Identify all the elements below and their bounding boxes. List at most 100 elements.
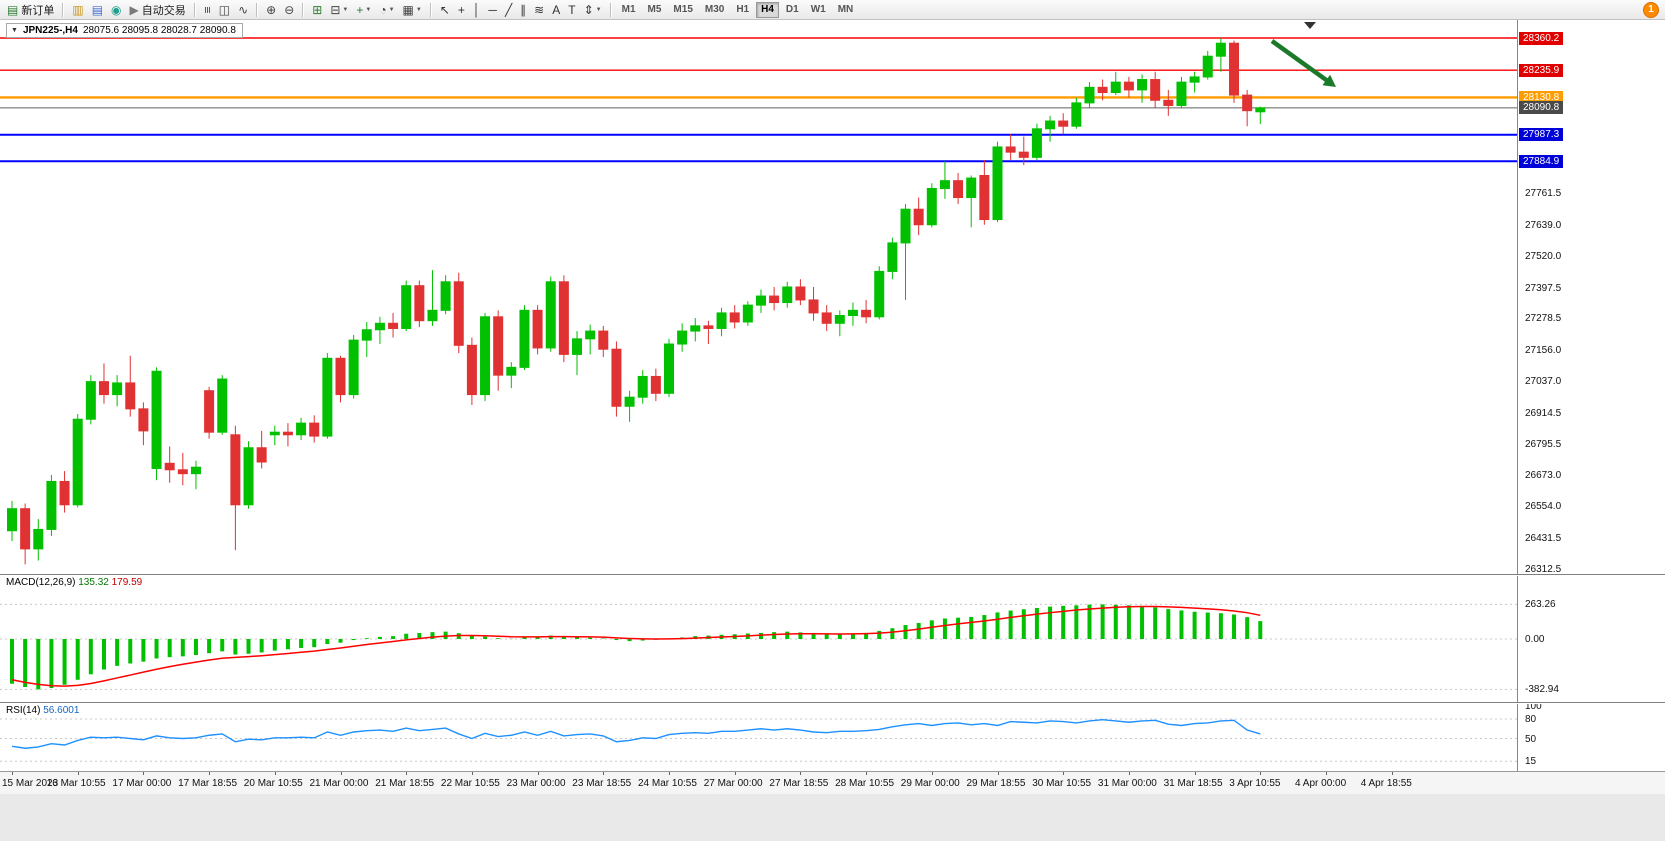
text-button[interactable]: A bbox=[549, 0, 563, 19]
chart-window[interactable]: ▼ JPN225-,H4 28075.6 28095.8 28028.7 280… bbox=[0, 19, 1665, 794]
toolbar-separator bbox=[62, 2, 65, 17]
templates-button[interactable]: ▦ ▼ bbox=[400, 0, 425, 19]
toolbar-separator bbox=[429, 2, 432, 17]
time-tick-label: 4 Apr 18:55 bbox=[1360, 778, 1412, 789]
arrows-dropdown-icon[interactable]: ▼ bbox=[595, 6, 602, 13]
market-watch-icon: ▤ bbox=[91, 2, 104, 17]
tile-windows-icon: ⊞ bbox=[312, 2, 323, 17]
fibonacci-icon: ≋ bbox=[534, 2, 545, 17]
toolbar-separator bbox=[609, 2, 612, 17]
time-tick-mark bbox=[77, 772, 79, 775]
horizontal-line-button[interactable]: ─ bbox=[485, 0, 500, 19]
chart-dropdown-icon[interactable]: ▼ bbox=[11, 27, 18, 34]
cursor-button[interactable]: ↖ bbox=[437, 0, 453, 19]
equidistant-channel-button[interactable]: ∥ bbox=[517, 0, 529, 19]
line-chart-mode-button[interactable]: ∿ bbox=[235, 0, 251, 19]
timeframe-m15-button[interactable]: M15 bbox=[673, 3, 693, 15]
new-order-label: 新订单 bbox=[21, 4, 55, 17]
timeframe-mn-button[interactable]: MN bbox=[837, 3, 854, 15]
profiles-button[interactable]: ▥ bbox=[69, 0, 86, 19]
timeframe-m30-button[interactable]: M30 bbox=[704, 3, 725, 15]
timeframe-w1-button[interactable]: W1 bbox=[810, 3, 826, 15]
time-tick-mark bbox=[866, 772, 868, 775]
macd-main-value: 135.32 bbox=[78, 577, 109, 588]
candlestick-chart-canvas[interactable] bbox=[0, 20, 1517, 771]
tile-windows-button[interactable]: ⊞ bbox=[309, 0, 325, 19]
panel-separator-macd[interactable] bbox=[0, 574, 1665, 576]
time-tick-label: 31 Mar 18:55 bbox=[1163, 778, 1223, 789]
time-tick-mark bbox=[997, 772, 999, 775]
price-tick: 26431.5 bbox=[1525, 533, 1562, 545]
zoom-in-icon: ⊕ bbox=[266, 2, 277, 17]
rsi-scale-tick: 80 bbox=[1525, 714, 1537, 725]
price-tick: 27520.0 bbox=[1525, 250, 1562, 262]
chart-title-box[interactable]: ▼ JPN225-,H4 28075.6 28095.8 28028.7 280… bbox=[6, 23, 243, 38]
new-chart-dropdown-icon[interactable]: ▼ bbox=[342, 6, 349, 13]
time-tick-mark bbox=[800, 772, 802, 775]
price-tick: 26554.0 bbox=[1525, 501, 1562, 513]
zoom-out-icon: ⊖ bbox=[284, 2, 295, 17]
time-tick-label: 29 Mar 00:00 bbox=[900, 778, 960, 789]
price-line-badge: 28130.8 bbox=[1519, 90, 1564, 104]
indicators-dropdown-icon[interactable]: ▼ bbox=[365, 6, 372, 13]
macd-signal-value: 179.59 bbox=[111, 577, 143, 588]
time-tick-mark bbox=[340, 772, 342, 775]
timeframe-m5-button[interactable]: M5 bbox=[647, 3, 662, 15]
panel-separator-rsi[interactable] bbox=[0, 702, 1665, 704]
candlestick-mode-icon: ◫ bbox=[218, 2, 231, 17]
text-label-icon: T bbox=[568, 2, 576, 17]
timeframe-h4-button[interactable]: H4 bbox=[756, 1, 779, 18]
time-tick-label: 23 Mar 18:55 bbox=[572, 778, 632, 789]
chart-symbol-period: JPN225-,H4 bbox=[22, 25, 78, 36]
autotrading-button[interactable]: ▶ 自动交易 bbox=[127, 0, 189, 19]
time-tick-label: 27 Mar 00:00 bbox=[703, 778, 763, 789]
vertical-line-icon: │ bbox=[472, 2, 481, 17]
new-chart-button[interactable]: ⊟ ▼ bbox=[327, 0, 351, 19]
navigator-button[interactable]: ◉ bbox=[108, 0, 124, 19]
rsi-value: 56.6001 bbox=[43, 705, 80, 716]
zoom-in-button[interactable]: ⊕ bbox=[263, 0, 279, 19]
price-scale[interactable]: 27761.5 27639.0 27520.0 27397.5 27278.5 27156… bbox=[1517, 20, 1665, 771]
time-tick-mark bbox=[471, 772, 473, 775]
price-tick: 27397.5 bbox=[1525, 282, 1562, 294]
crosshair-button[interactable]: + bbox=[455, 0, 468, 19]
time-scale[interactable]: 15 Mar 2023 16 Mar 10:55 17 Mar 00:00 17 Ma… bbox=[0, 771, 1665, 794]
zoom-out-button[interactable]: ⊖ bbox=[281, 0, 297, 19]
crosshair-icon: + bbox=[457, 2, 465, 17]
rsi-name: RSI(14) bbox=[6, 705, 41, 716]
new-order-button[interactable]: ▤ 新订单 bbox=[4, 0, 57, 19]
time-tick-mark bbox=[12, 772, 13, 775]
periods-dropdown-icon[interactable]: ▼ bbox=[388, 6, 395, 13]
time-tick-mark bbox=[603, 772, 605, 775]
toolbar-separator bbox=[256, 2, 259, 17]
time-tick-mark bbox=[734, 772, 736, 775]
trendline-button[interactable]: ╱ bbox=[502, 0, 515, 19]
timeframe-h1-button[interactable]: H1 bbox=[736, 3, 750, 15]
macd-indicator-label: MACD(12,26,9) 135.32 179.59 bbox=[6, 577, 142, 588]
notification-badge[interactable]: 1 bbox=[1643, 2, 1659, 18]
timeframe-d1-button[interactable]: D1 bbox=[785, 3, 799, 15]
macd-scale-tick: 0.00 bbox=[1525, 634, 1545, 645]
text-label-button[interactable]: T bbox=[565, 0, 578, 19]
time-tick-label: 21 Mar 00:00 bbox=[309, 778, 369, 789]
autotrading-icon: ▶ bbox=[129, 2, 139, 17]
time-tick-mark bbox=[1194, 772, 1196, 775]
indicators-button[interactable]: + ▼ bbox=[353, 0, 374, 19]
market-watch-button[interactable]: ▤ bbox=[89, 0, 106, 19]
periods-button[interactable]: ◔ ▼ bbox=[376, 0, 397, 19]
candlestick-mode-button[interactable]: ◫ bbox=[216, 0, 233, 19]
time-tick-mark bbox=[143, 772, 145, 775]
vertical-line-button[interactable]: │ bbox=[470, 0, 484, 19]
timeframe-m1-button[interactable]: M1 bbox=[621, 3, 636, 15]
price-tick: 26795.5 bbox=[1525, 438, 1562, 450]
toolbar-separator bbox=[302, 2, 305, 17]
time-tick-mark bbox=[406, 772, 408, 775]
templates-dropdown-icon[interactable]: ▼ bbox=[415, 6, 422, 13]
bar-chart-mode-button[interactable]: ≡ bbox=[200, 0, 215, 19]
price-tick: 27156.0 bbox=[1525, 345, 1562, 357]
bar-chart-mode-icon: ≡ bbox=[200, 5, 215, 14]
arrows-button[interactable]: ⇕ ▼ bbox=[581, 0, 605, 19]
time-tick-mark bbox=[209, 772, 211, 775]
price-tick: 26673.0 bbox=[1525, 470, 1562, 482]
fibonacci-button[interactable]: ≋ bbox=[531, 0, 547, 19]
